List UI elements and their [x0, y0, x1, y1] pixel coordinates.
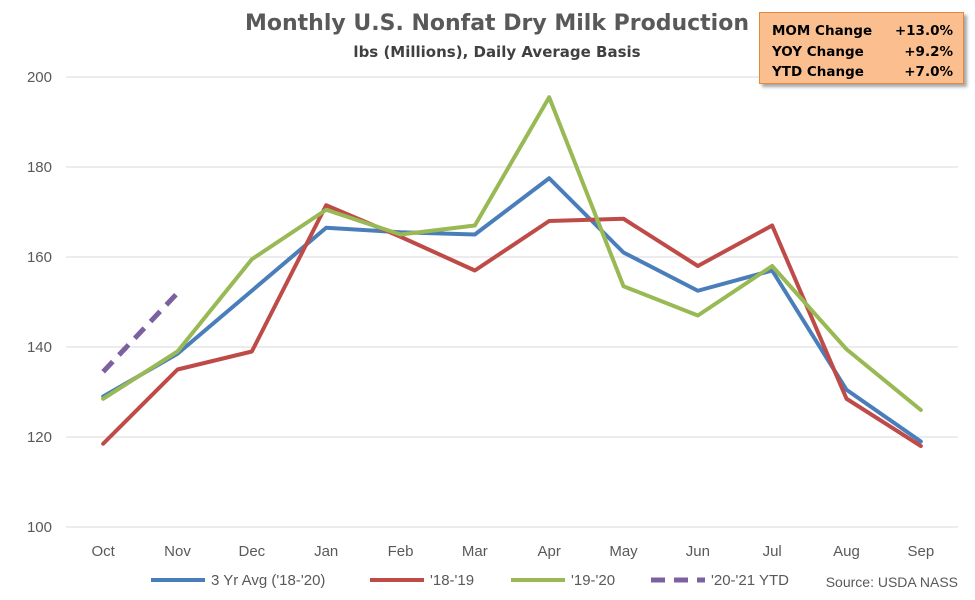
x-tick-label: Dec [238, 543, 265, 560]
stats-row-yoy: YOY Change +9.2% [772, 42, 953, 63]
y-tick-label: 100 [27, 519, 52, 536]
stats-label: MOM Change [772, 23, 873, 39]
series-line [101, 203, 923, 448]
stats-value: +9.2% [904, 43, 953, 60]
y-tick-label: 160 [27, 249, 52, 266]
chart-title: Monthly U.S. Nonfat Dry Milk Production [245, 11, 749, 36]
x-tick-label: Jul [763, 543, 782, 560]
y-axis: 100 120 140 160 180 200 [27, 69, 52, 536]
series-lines [101, 95, 923, 448]
y-tick-label: 180 [27, 159, 52, 176]
x-tick-label: Sep [907, 543, 934, 560]
x-tick-label: May [609, 543, 638, 560]
stats-label: YOY Change [772, 43, 864, 60]
x-tick-label: Oct [91, 543, 115, 560]
source-note: Source: USDA NASS [826, 574, 958, 590]
series-line [101, 95, 923, 412]
stats-value: +13.0% [894, 23, 953, 39]
legend-label: '20-'21 YTD [711, 572, 789, 589]
grid [66, 76, 958, 528]
x-tick-label: Nov [164, 543, 191, 560]
x-tick-label: Mar [462, 543, 488, 560]
stats-label: YTD Change [772, 64, 864, 80]
legend-label: 3 Yr Avg ('18-'20) [211, 572, 325, 589]
stats-row-mom: MOM Change +13.0% [772, 21, 953, 42]
y-tick-label: 200 [27, 69, 52, 86]
x-axis: Oct Nov Dec Jan Feb Mar Apr May Jun Jul Aug Sep [91, 543, 934, 560]
stats-row-ytd: YTD Change +7.0% [772, 62, 953, 83]
legend-label: '19-'20 [571, 572, 615, 589]
series-line [101, 176, 923, 444]
y-tick-label: 140 [27, 339, 52, 356]
y-tick-label: 120 [27, 429, 52, 446]
chart-subtitle: lbs (Millions), Daily Average Basis [353, 43, 640, 61]
x-tick-label: Aug [833, 543, 860, 560]
legend-label: '18-'19 [430, 572, 474, 589]
stats-box: MOM Change +13.0% YOY Change +9.2% YTD C… [759, 12, 964, 84]
x-tick-label: Apr [537, 543, 560, 560]
series-line [101, 291, 180, 374]
x-tick-label: Jan [314, 543, 338, 560]
legend: 3 Yr Avg ('18-'20) '18-'19 '19-'20 '20-'21 … [151, 572, 789, 589]
x-tick-label: Feb [388, 543, 414, 560]
stats-value: +7.0% [904, 64, 953, 80]
x-tick-label: Jun [686, 543, 710, 560]
